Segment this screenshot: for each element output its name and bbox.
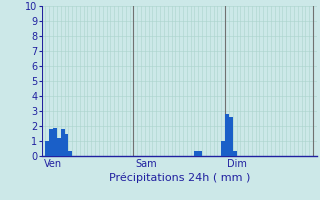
Bar	[53, 128, 57, 156]
Bar	[221, 141, 225, 156]
X-axis label: Précipitations 24h ( mm ): Précipitations 24h ( mm )	[108, 173, 250, 183]
Bar	[45, 141, 49, 156]
Bar	[65, 134, 68, 156]
Bar	[57, 138, 61, 156]
Bar	[61, 129, 65, 156]
Bar	[225, 114, 229, 156]
Bar	[49, 129, 53, 156]
Bar	[229, 117, 233, 156]
Bar	[198, 151, 202, 156]
Bar	[195, 151, 198, 156]
Bar	[68, 151, 72, 156]
Bar	[233, 151, 236, 156]
